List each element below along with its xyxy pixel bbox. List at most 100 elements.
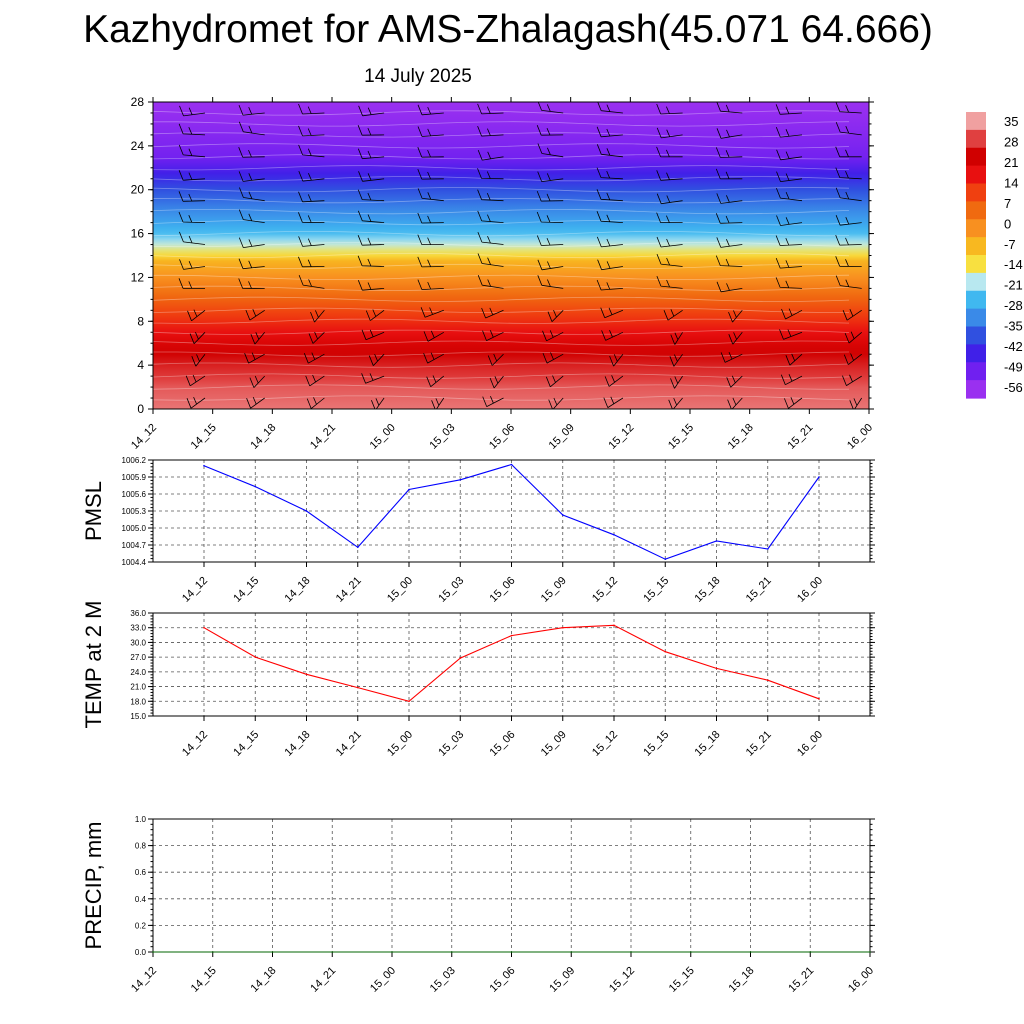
x-tick-label: 15_15 [667, 965, 697, 995]
x-tick-label: 16_00 [845, 422, 875, 452]
contour-line [153, 351, 850, 357]
wind-barb [835, 102, 862, 114]
data-point [630, 951, 632, 953]
colorbar-box [966, 290, 986, 310]
wind-barb [423, 330, 444, 342]
wind-barb [477, 103, 504, 115]
wind-barb [417, 212, 444, 224]
wind-barb [843, 353, 862, 365]
wind-barb [728, 332, 743, 345]
wind-barb [669, 353, 683, 367]
wind-barb [477, 149, 504, 161]
wind-barb [238, 237, 265, 248]
wind-barb [244, 352, 265, 364]
wind-barb [716, 281, 743, 293]
y-tick-label: 21.0 [130, 683, 146, 692]
y-tick-label: 18.0 [130, 697, 146, 706]
x-tick-label: 16_00 [795, 575, 825, 605]
line-panel-precip: 1.0 0.8 0.6 0.4 0.2 0.0 14_12 14_15 14_18 14_21 15… [81, 815, 876, 995]
wind-barb [310, 310, 325, 323]
data-point [510, 463, 513, 466]
x-tick-label: 15_03 [436, 729, 466, 759]
wind-barb [423, 352, 444, 364]
y-tick-label: 0.6 [135, 868, 147, 877]
x-tick-label: 15_18 [693, 729, 723, 759]
data-point [203, 626, 205, 629]
y-tick-label: 1004.7 [122, 541, 147, 550]
wind-barb [656, 103, 683, 115]
wind-barb [715, 168, 743, 180]
wind-barb [178, 123, 206, 136]
colorbar-box [966, 112, 986, 131]
colorbar-box [966, 308, 986, 328]
wind-barb [720, 351, 743, 363]
colorbar-box [966, 201, 986, 220]
wind-barb [298, 103, 325, 115]
data-point [869, 951, 871, 953]
colorbar-box [966, 165, 986, 185]
wind-barb [835, 121, 862, 136]
x-tick-label: 15_21 [744, 575, 774, 605]
colorbar-label: -49 [1004, 359, 1023, 374]
x-tick-label: 14_15 [189, 422, 219, 452]
data-point [212, 951, 214, 953]
wind-barb [835, 167, 862, 180]
wind-barb [663, 309, 683, 321]
colorbar-label: 14 [1004, 176, 1018, 191]
y-tick-label: 24.0 [130, 668, 146, 677]
wind-barb [186, 396, 206, 409]
colorbar-box [966, 237, 986, 256]
x-tick-label: 14_12 [180, 729, 210, 759]
y-tick-label: 0.4 [135, 895, 147, 904]
data-point [664, 650, 667, 653]
colorbar-label: -42 [1004, 339, 1023, 354]
wind-barb [178, 144, 206, 158]
wind-barb [306, 397, 325, 409]
contour-line [153, 307, 850, 313]
wind-barb [298, 236, 325, 247]
chart-title: Kazhydromet for AMS-Zhalagash(45.071 64.… [83, 8, 933, 51]
wind-barb [361, 329, 385, 341]
colorbar-box [966, 147, 986, 167]
y-axis-title: PMSL [81, 481, 106, 541]
y-tick-label: 28 [131, 95, 145, 109]
wind-barb [545, 375, 564, 388]
wind-barb [298, 144, 325, 158]
wind-barb [597, 259, 623, 271]
data-point [357, 546, 359, 549]
contour-line [153, 296, 850, 303]
wind-barb [303, 352, 325, 364]
wind-barb [417, 188, 444, 202]
wind-barb [178, 278, 206, 289]
wind-barb [361, 373, 385, 384]
wind-barb [238, 104, 265, 116]
wind-barb [298, 256, 325, 268]
data-point [715, 540, 718, 542]
colorbar-box [966, 129, 986, 149]
x-tick-label: 15_03 [428, 965, 458, 995]
x-tick-label: 15_15 [641, 729, 671, 759]
x-tick-label: 15_15 [641, 575, 671, 605]
y-tick-label: 36.0 [130, 609, 146, 618]
contour-line [153, 165, 850, 171]
wind-barb [775, 257, 803, 269]
x-tick-label: 14_12 [129, 422, 159, 452]
colorbar-label: -21 [1004, 278, 1023, 293]
colorbar-label: -28 [1004, 298, 1023, 313]
data-point [451, 951, 453, 953]
wind-barb [776, 149, 803, 161]
wind-barb [842, 309, 862, 321]
wind-barb [420, 307, 444, 318]
wind-barb [716, 193, 743, 204]
data-point [613, 624, 615, 627]
y-tick-label: 4 [137, 358, 144, 372]
wind-barb [536, 125, 564, 136]
y-tick-label: 0 [137, 402, 144, 416]
colorbar-box [966, 326, 986, 345]
wind-barb [357, 210, 385, 223]
y-tick-label: 0.0 [135, 948, 147, 957]
x-tick-label: 15_06 [487, 422, 517, 452]
wind-barb [250, 332, 266, 345]
wind-barb [835, 215, 862, 226]
